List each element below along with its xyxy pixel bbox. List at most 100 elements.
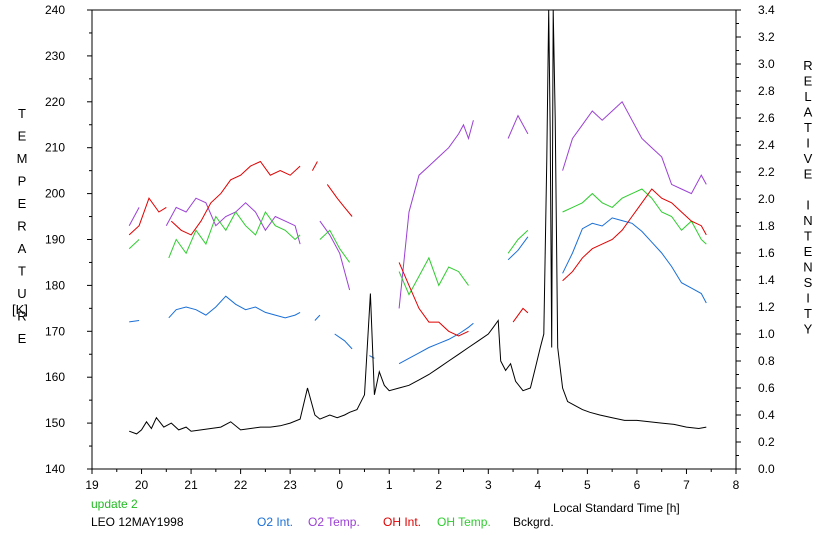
x-tick-label: 5: [584, 478, 591, 492]
y-right-axis: 0.0 0.2 0.4 0.6 0.8 1.0 1.2 1.4 1.6 1.8 2.0 2.2 2.4 2…: [736, 3, 775, 476]
y-right-tick-label: 2.8: [758, 84, 775, 98]
legend-item: O2 Temp.: [308, 515, 360, 529]
series-line-segment: [562, 100, 707, 195]
series-line-segment: [319, 229, 351, 263]
x-tick-label: 2: [435, 478, 442, 492]
x-tick-label: 19: [85, 478, 99, 492]
y-left-tick-label: 150: [45, 416, 65, 430]
y-left-label-letter: E: [18, 129, 27, 144]
x-axis-label: Local Standard Time [h]: [553, 501, 680, 515]
y-right-label-letter: I: [806, 291, 810, 306]
legend-item: Bckgrd.: [513, 515, 554, 529]
x-tick-label: 4: [535, 478, 542, 492]
x-tick-label: 8: [733, 478, 740, 492]
legend-item: OH Int.: [383, 515, 421, 529]
y-left-tick-label: 170: [45, 324, 65, 338]
series-line-segment: [512, 307, 529, 323]
y-right-label-letter: S: [804, 275, 813, 290]
y-left-label-letter: R: [17, 309, 26, 324]
series-line-segment: [562, 188, 707, 282]
y-left-axis-unit: [K]: [12, 302, 28, 317]
y-left-tick-label: 160: [45, 370, 65, 384]
series-line-segment: [398, 322, 474, 365]
series-line-segment: [334, 333, 353, 350]
series-o2-int: [129, 217, 707, 365]
y-right-tick-label: 3.4: [758, 3, 775, 17]
x-tick-label: 21: [184, 478, 198, 492]
y-right-label-letter: R: [803, 58, 812, 73]
y-left-tick-label: 210: [45, 141, 65, 155]
x-tick-label: 23: [283, 478, 297, 492]
series-line-segment: [311, 161, 318, 171]
series-line-segment: [170, 160, 301, 236]
y-left-tick-label: 230: [45, 49, 65, 63]
series-line-segment: [128, 207, 140, 226]
legend: O2 Int. O2 Temp. OH Int. OH Temp. Bckgrd.: [257, 515, 554, 529]
series-line-segment: [326, 184, 353, 217]
y-right-tick-label: 0.2: [758, 435, 775, 449]
plot-frame: [91, 9, 737, 470]
series-oh-temp: [128, 188, 707, 296]
y-right-label-letter: A: [804, 105, 813, 120]
y-right-label-letter: Y: [804, 322, 813, 337]
x-tick-label: 3: [485, 478, 492, 492]
y-right-label-letter: T: [804, 306, 812, 321]
series-line-segment: [398, 262, 469, 337]
y-right-label-letter: N: [803, 260, 812, 275]
x-tick-label: 7: [683, 478, 690, 492]
y-left-label-letter: P: [18, 174, 27, 189]
y-left-tick-label: 140: [45, 462, 65, 476]
y-right-label-letter: E: [804, 244, 813, 259]
y-right-tick-label: 2.4: [758, 138, 775, 152]
series-line-segment: [128, 239, 140, 250]
x-tick-label: 1: [386, 478, 393, 492]
series-line-segment: [507, 236, 529, 261]
y-right-tick-label: 0.6: [758, 381, 775, 395]
y-right-tick-label: 0.0: [758, 462, 775, 476]
x-tick-label: 20: [135, 478, 149, 492]
series-line-segment: [562, 188, 707, 245]
series-layer: [128, 9, 707, 435]
y-right-label-letter: T: [804, 229, 812, 244]
y-right-tick-label: 2.0: [758, 192, 775, 206]
y-left-label-letter: R: [17, 219, 26, 234]
series-bckgrd: [129, 9, 707, 435]
y-right-tick-label: 1.2: [758, 300, 775, 314]
y-left-label-letter: E: [18, 196, 27, 211]
series-line-segment: [398, 120, 474, 309]
y-left-tick-label: 180: [45, 278, 65, 292]
series-line-segment: [168, 210, 301, 259]
series-o2-temp: [128, 100, 707, 309]
legend-item: OH Temp.: [437, 515, 491, 529]
series-line-segment: [168, 295, 301, 319]
y-right-tick-label: 0.4: [758, 408, 775, 422]
y-left-label-letter: T: [18, 106, 26, 121]
y-left-label-letter: A: [18, 241, 27, 256]
x-tick-label: 22: [234, 478, 248, 492]
y-right-tick-label: 1.0: [758, 327, 775, 341]
y-right-label-letter: I: [806, 136, 810, 151]
series-line-segment: [369, 355, 375, 359]
y-right-tick-label: 2.6: [758, 111, 775, 125]
series-line-segment: [129, 9, 707, 435]
series-line-segment: [507, 114, 529, 139]
series-line-segment: [128, 197, 167, 236]
series-line-segment: [507, 229, 529, 254]
y-left-axis: 140 150 160 170 180 190 200 210 220 230 240: [45, 3, 92, 476]
x-axis: 19 20 21 22 23 0 1 2 3 4 5 6 7 8: [85, 469, 740, 492]
y-left-label-letter: E: [18, 331, 27, 346]
y-left-tick-label: 240: [45, 3, 65, 17]
y-right-label-letter: I: [806, 198, 810, 213]
series-oh-int: [128, 160, 707, 337]
y-right-label-letter: E: [804, 167, 813, 182]
series-line-segment: [165, 197, 301, 245]
y-left-tick-label: 200: [45, 187, 65, 201]
series-line-segment: [319, 220, 351, 291]
series-line-segment: [398, 256, 469, 296]
series-line-segment: [314, 314, 321, 321]
y-left-tick-label: 220: [45, 95, 65, 109]
legend-item: O2 Int.: [257, 515, 293, 529]
y-left-label-letter: T: [18, 264, 26, 279]
series-line-segment: [562, 217, 707, 304]
